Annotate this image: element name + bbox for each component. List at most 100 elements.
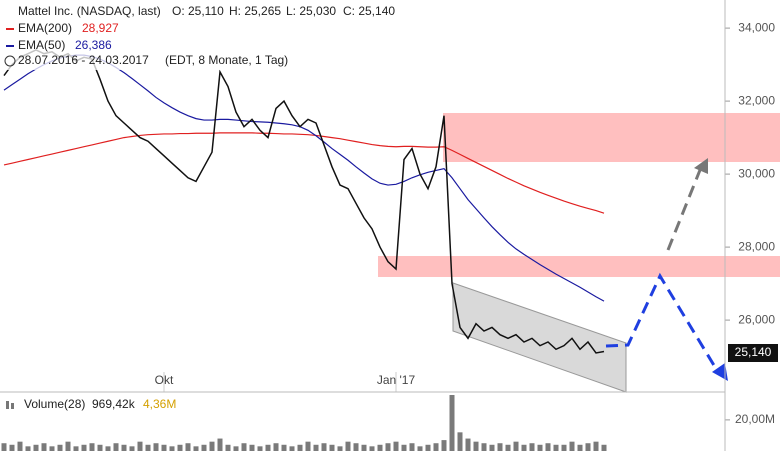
volume-bar xyxy=(377,444,383,451)
volume-bar xyxy=(569,441,575,451)
bear-arrowhead xyxy=(712,363,728,381)
volume-bar xyxy=(601,444,607,451)
volume-bar xyxy=(193,446,199,451)
volume-bar xyxy=(257,446,263,451)
volume-bar xyxy=(65,441,71,451)
volume-bar xyxy=(329,444,335,451)
volume-bar xyxy=(441,440,447,451)
bull-arrow xyxy=(666,169,702,251)
x-tick-label: Okt xyxy=(155,373,174,387)
volume-bar xyxy=(49,446,55,451)
bear-arrow xyxy=(605,272,720,373)
volume-bar xyxy=(89,443,95,451)
volume-bar xyxy=(81,444,87,451)
volume-bar xyxy=(9,444,15,451)
volume-bar xyxy=(313,444,319,451)
volume-bar xyxy=(1,443,7,451)
series-line xyxy=(3,132,605,214)
volume-bar xyxy=(17,441,23,451)
volume-bar xyxy=(289,446,295,451)
volume-header: Volume(28) 969,42k 4,36M xyxy=(6,397,176,411)
volume-bar xyxy=(41,443,47,451)
volume-bar xyxy=(321,443,327,451)
resistance-zone xyxy=(443,113,780,162)
legend-label: EMA(50) xyxy=(18,38,65,52)
volume-bar xyxy=(177,444,183,451)
volume-bar xyxy=(489,444,495,451)
volume-bar xyxy=(233,446,239,451)
series-line xyxy=(3,49,605,354)
support-zone xyxy=(378,256,780,277)
volume-bar xyxy=(129,446,135,451)
bull-arrowhead xyxy=(694,158,708,174)
y-tick-label: 26,000 xyxy=(738,312,775,326)
y-tick-label: 34,000 xyxy=(738,20,775,34)
legend-label: EMA(200) xyxy=(18,21,72,35)
period: (EDT, 8 Monate, 1 Tag) xyxy=(165,53,288,67)
volume-avg: 4,36M xyxy=(143,397,176,411)
volume-bar xyxy=(185,443,191,451)
volume-bar xyxy=(273,443,279,451)
volume-bar xyxy=(161,444,167,451)
volume-bar xyxy=(281,444,287,451)
volume-bar xyxy=(33,444,39,451)
volume-bar xyxy=(473,441,479,451)
volume-bar xyxy=(169,446,175,451)
volume-bar xyxy=(481,443,487,451)
volume-bar xyxy=(521,444,527,451)
volume-bar xyxy=(425,444,431,451)
volume-bar xyxy=(545,443,551,451)
volume-bar xyxy=(585,443,591,451)
volume-bar xyxy=(369,446,375,451)
volume-bar xyxy=(137,441,143,451)
x-tick-label: Jan '17 xyxy=(377,373,416,387)
volume-bar xyxy=(345,441,351,451)
y-tick-label: 20,00M xyxy=(735,412,775,426)
volume-bar xyxy=(97,444,103,451)
legend-value: 28,927 xyxy=(82,21,119,35)
volume-bar xyxy=(201,444,207,451)
volume-bar xyxy=(361,444,367,451)
volume-icon xyxy=(6,401,9,409)
volume-bar xyxy=(409,443,415,451)
header-open: O: 25,110 xyxy=(172,4,224,18)
volume-bar xyxy=(385,443,391,451)
legend-value: 26,386 xyxy=(75,38,112,52)
volume-bar xyxy=(505,444,511,451)
volume-bar xyxy=(449,395,455,451)
volume-bar xyxy=(417,446,423,451)
y-tick-label: 30,000 xyxy=(738,166,775,180)
volume-bar xyxy=(145,444,151,451)
volume-last: 969,42k xyxy=(92,397,136,411)
volume-bar xyxy=(25,446,31,451)
volume-bar xyxy=(465,438,471,451)
y-tick-label: 32,000 xyxy=(738,93,775,107)
volume-bar xyxy=(249,444,255,451)
volume-bar xyxy=(513,441,519,451)
volume-bar xyxy=(105,446,111,451)
volume-bar xyxy=(113,443,119,451)
header-bg xyxy=(0,0,300,70)
volume-bar xyxy=(73,446,79,451)
volume-bar xyxy=(265,444,271,451)
clock-icon xyxy=(4,55,16,67)
y-tick-label: 28,000 xyxy=(738,239,775,253)
date-range: 28.07.2016 - 24.03.2017 xyxy=(18,53,149,67)
header-close: C: 25,140 xyxy=(343,4,395,18)
volume-bar xyxy=(209,441,215,451)
volume-bar xyxy=(217,438,223,451)
plot: 26,000 28,000 30,000 32,000 34,000 Okt Jan '17… xyxy=(1,20,775,451)
volume-bar xyxy=(337,446,343,451)
volume-bar xyxy=(225,444,231,451)
volume-bar xyxy=(121,444,127,451)
last-price-label: 25,140 xyxy=(735,345,772,359)
header-high: H: 25,265 xyxy=(229,4,281,18)
volume-bar xyxy=(241,443,247,451)
volume-icon xyxy=(11,403,14,409)
volume-bar xyxy=(153,443,159,451)
projection-arrows xyxy=(605,158,728,381)
zones xyxy=(378,113,780,393)
volume-bar xyxy=(297,444,303,451)
